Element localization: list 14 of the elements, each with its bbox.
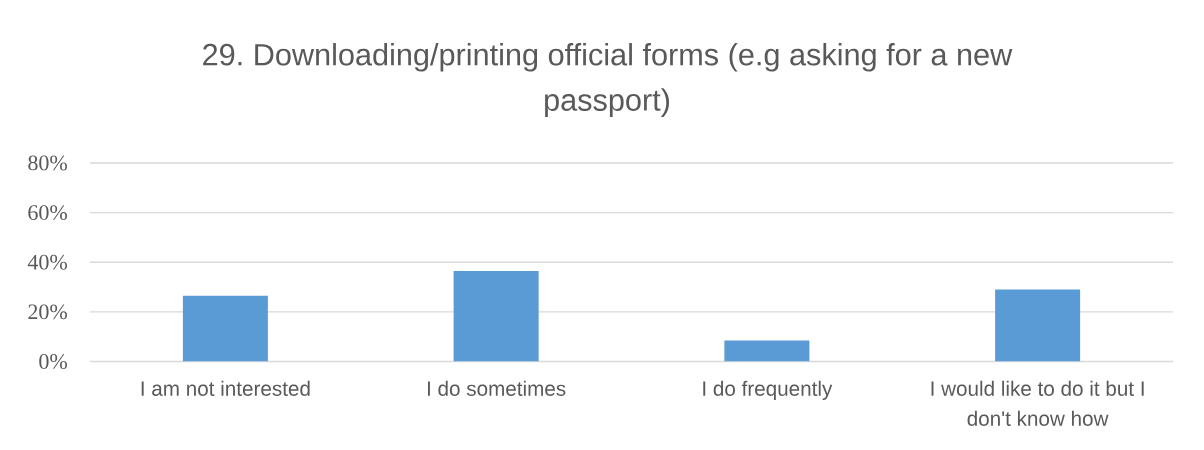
chart-title: 29. Downloading/printing official forms (e.g asking for a new passport): [203, 43, 1013, 117]
y-tick-label: 40%: [27, 254, 67, 270]
y-tick-label: 60%: [28, 205, 67, 221]
y-tick-label: 20%: [28, 304, 67, 320]
x-tick-label: I do sometimes: [427, 380, 566, 396]
bar: [453, 270, 539, 362]
bar: [724, 340, 810, 362]
bar: [182, 295, 268, 362]
x-tick-label: I do frequently: [703, 380, 833, 401]
y-tick-label: 80%: [28, 155, 67, 171]
bar: [995, 289, 1081, 362]
x-tick-label: I am not interested: [141, 380, 310, 396]
y-tick-label: 0%: [39, 354, 67, 369]
x-tick-label: I would like to do it but I don't know how: [931, 380, 1144, 426]
